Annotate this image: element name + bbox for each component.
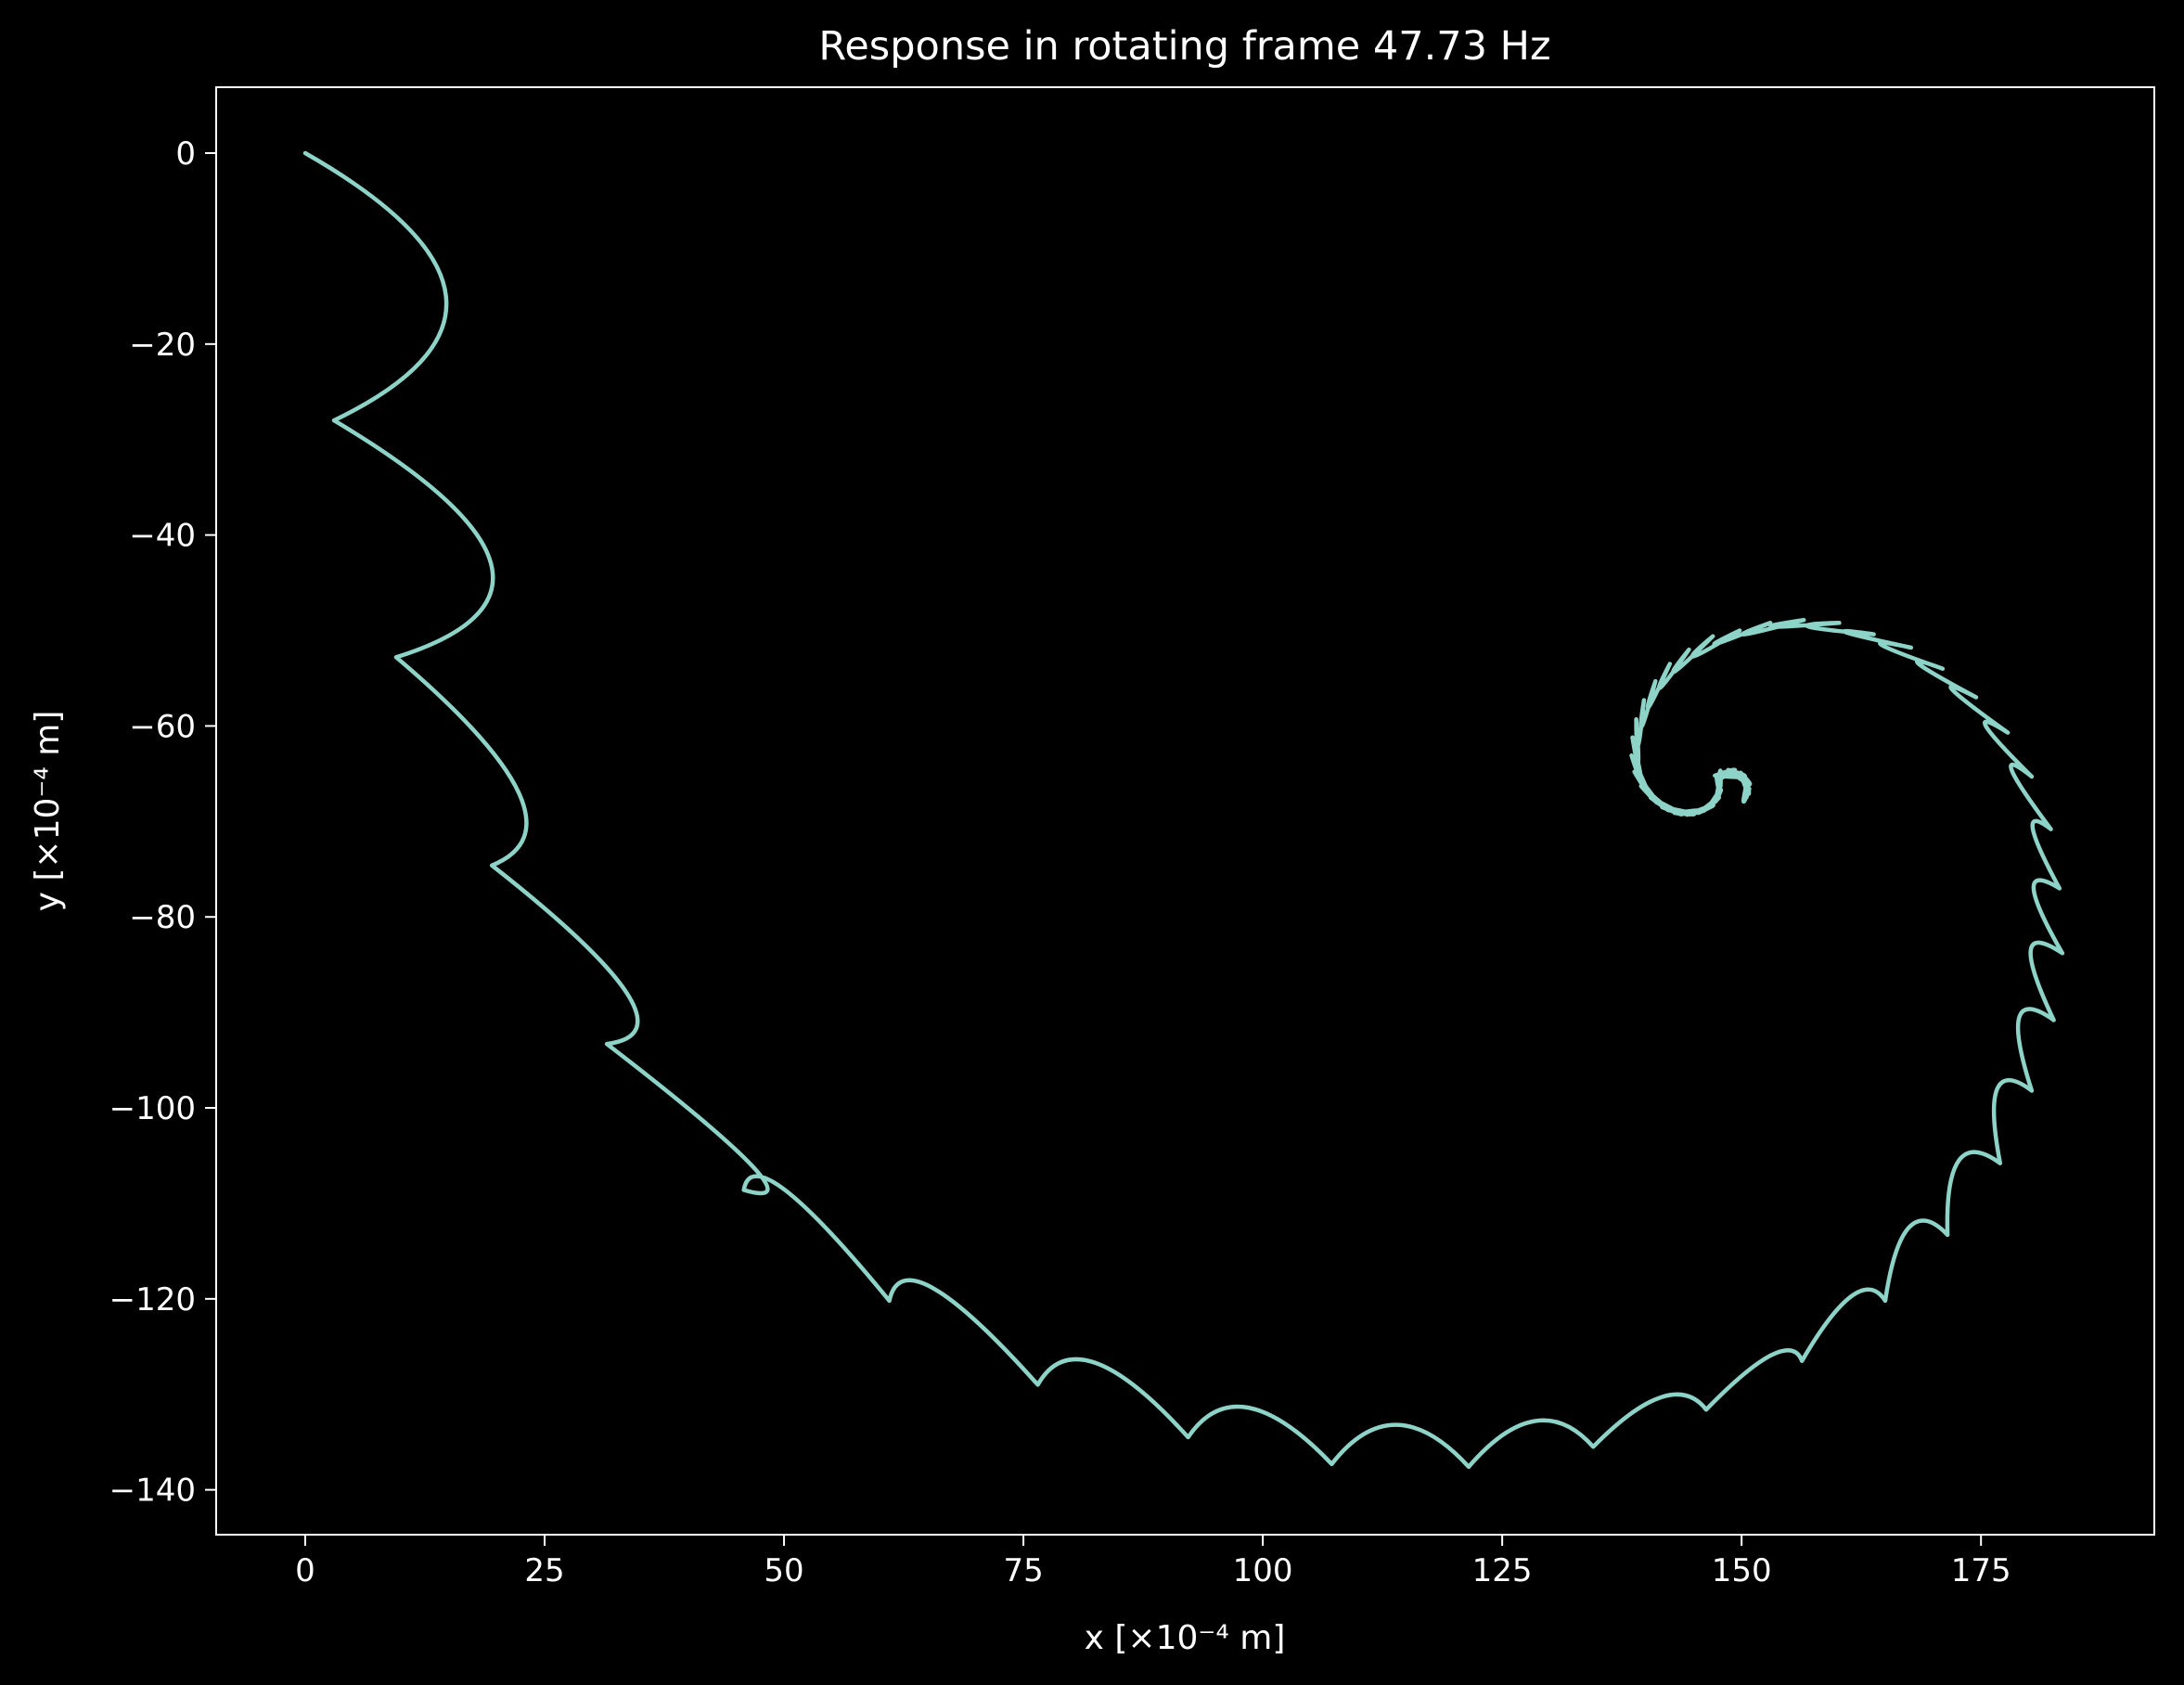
x-tick-label: 175: [1951, 1552, 2011, 1589]
x-tick-label: 50: [764, 1552, 803, 1589]
x-tick-label: 0: [295, 1552, 315, 1589]
y-tick-label: −60: [129, 708, 196, 745]
x-tick-label: 25: [524, 1552, 564, 1589]
x-tick-label: 125: [1472, 1552, 1533, 1589]
x-tick-label: 100: [1233, 1552, 1293, 1589]
y-tick-label: −140: [109, 1473, 196, 1510]
y-axis-ticks: 0 −20 −40 −60 −80 −100 −120 −140: [109, 135, 216, 1510]
y-tick-label: −80: [129, 899, 196, 936]
x-tick-label: 75: [1003, 1552, 1043, 1589]
y-tick-label: −100: [109, 1090, 196, 1127]
x-axis-ticks: 0 25 50 75 100 125 150 175: [295, 1535, 2011, 1589]
y-axis-label: y [×10⁻⁴ m]: [29, 711, 67, 912]
plot-area: [215, 86, 2155, 1536]
x-axis-label: x [×10⁻⁴ m]: [1085, 1619, 1286, 1657]
y-tick-label: −120: [109, 1281, 196, 1318]
y-tick-label: 0: [175, 135, 196, 173]
plot-frame: [215, 86, 2155, 1536]
y-tick-label: −20: [129, 327, 196, 364]
chart-title: Response in rotating frame 47.73 Hz: [818, 23, 1550, 70]
x-tick-label: 150: [1712, 1552, 1772, 1589]
y-tick-label: −40: [129, 518, 196, 555]
response-trajectory-line: [302, 150, 2065, 1470]
